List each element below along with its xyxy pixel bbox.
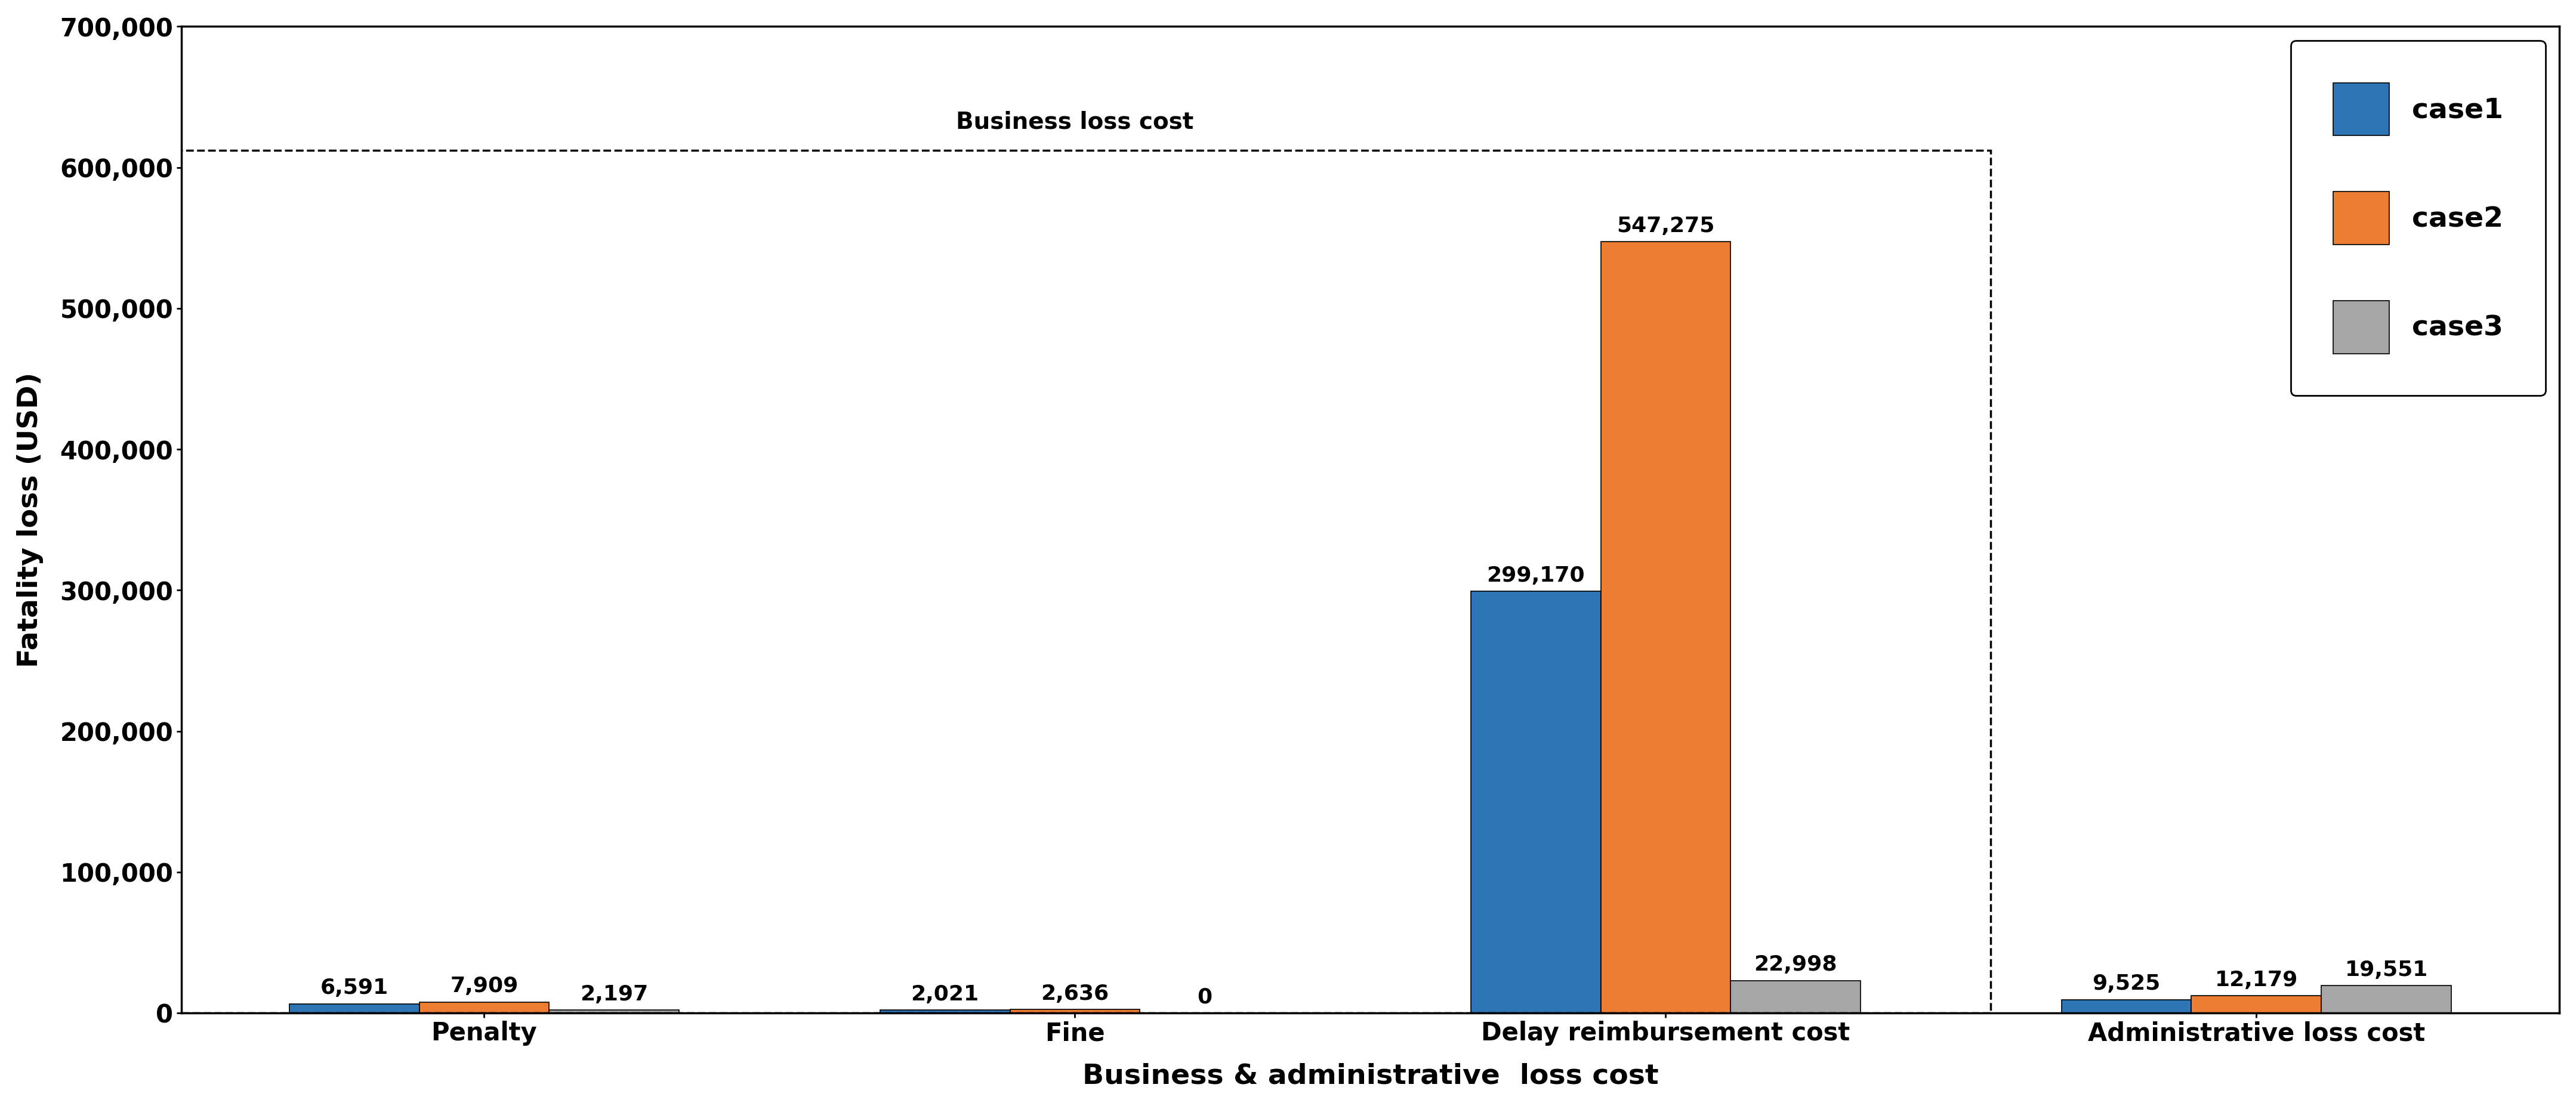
Bar	[881, 1010, 1010, 1013]
Bar	[289, 1004, 420, 1013]
Text: 22,998: 22,998	[1754, 954, 1837, 975]
Text: 7,909: 7,909	[451, 975, 518, 997]
Text: 19,551: 19,551	[2344, 960, 2429, 980]
X-axis label: Business & administrative  loss cost: Business & administrative loss cost	[1082, 1063, 1659, 1089]
Text: 2,197: 2,197	[580, 984, 649, 1004]
Text: 2,636: 2,636	[1041, 983, 1110, 1004]
Bar	[420, 1002, 549, 1013]
Text: 9,525: 9,525	[2092, 973, 2161, 994]
Bar	[1010, 1010, 1141, 1013]
Text: 0: 0	[1198, 988, 1213, 1008]
Text: 299,170: 299,170	[1486, 565, 1584, 586]
Bar	[1600, 242, 1731, 1013]
Bar	[160, 150, 1991, 1013]
Bar	[1731, 981, 1860, 1013]
Bar	[2061, 1000, 2192, 1013]
Bar	[2321, 985, 2452, 1013]
Text: 547,275: 547,275	[1618, 216, 1716, 236]
Text: Business loss cost: Business loss cost	[956, 111, 1193, 134]
Text: 6,591: 6,591	[319, 978, 389, 998]
Bar	[549, 1010, 680, 1013]
Bar	[2192, 995, 2321, 1013]
Y-axis label: Fatality loss (USD): Fatality loss (USD)	[15, 372, 44, 667]
Text: 2,021: 2,021	[912, 984, 979, 1004]
Text: 12,179: 12,179	[2215, 970, 2298, 990]
Bar	[1471, 592, 1600, 1013]
Legend: case1, case2, case3: case1, case2, case3	[2290, 41, 2545, 396]
